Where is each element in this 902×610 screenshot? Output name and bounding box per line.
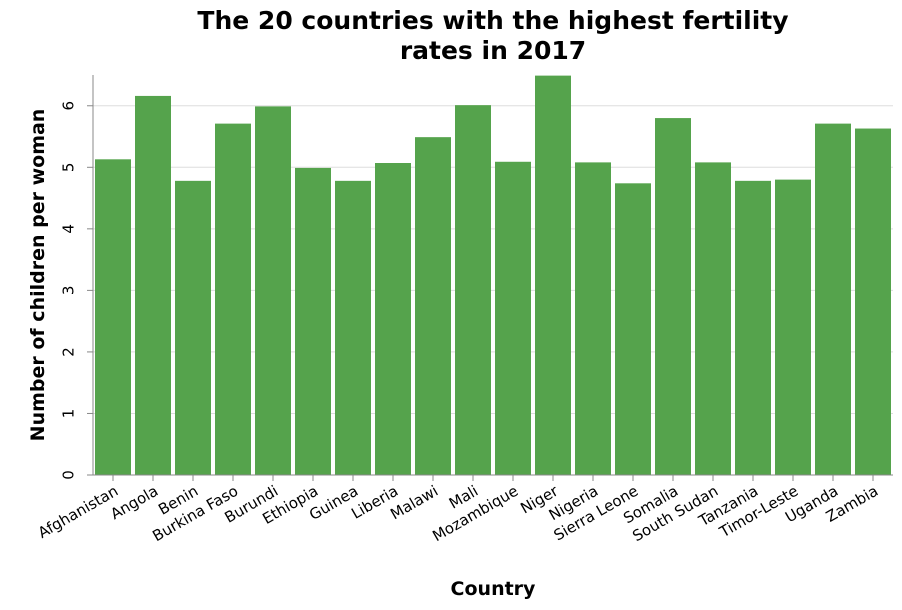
bar-tanzania [735,180,771,475]
bar-benin [175,180,211,475]
y-tick-label: 0 [60,470,78,480]
y-tick-label: 6 [60,101,78,111]
y-tick-label: 2 [60,347,78,357]
bar-south-sudan [695,162,731,475]
y-tick-label: 4 [60,224,78,234]
x-axis-title: Country [451,578,537,600]
bar-angola [135,95,171,475]
bar-burundi [255,106,291,475]
bar-somalia [655,118,691,476]
bar-mali [455,105,491,476]
y-tick-label: 5 [60,163,78,173]
bars [95,75,891,476]
chart-title-line-2: rates in 2017 [399,36,587,65]
bar-ethiopia [295,167,331,475]
bar-timor-leste [775,179,811,475]
y-tick-label: 3 [60,286,78,296]
bar-liberia [375,163,411,475]
bar-nigeria [575,162,611,475]
bar-guinea [335,180,371,475]
bar-niger [535,75,571,475]
bar-burkina-faso [215,123,251,475]
bar-sierra-leone [615,183,651,476]
bar-mozambique [495,161,531,475]
x-tick-label: Afghanistan [35,482,121,542]
bar-uganda [815,123,851,475]
bar-malawi [415,137,451,475]
y-axis-title: Number of children per woman [27,109,49,442]
bar-afghanistan [95,159,131,476]
bar-zambia [855,128,891,476]
gridlines [93,105,893,414]
y-tick-label: 1 [60,409,78,419]
chart-title-line-1: The 20 countries with the highest fertil… [197,6,789,35]
